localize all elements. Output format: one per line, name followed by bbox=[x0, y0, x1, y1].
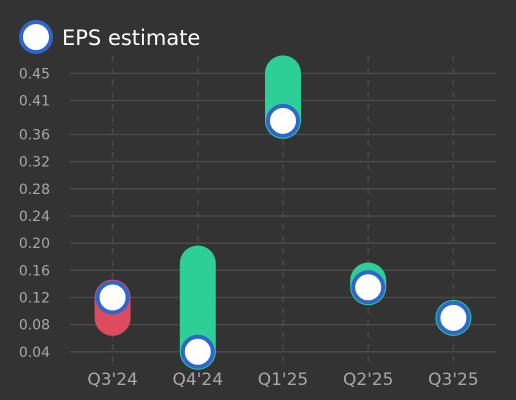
x-axis-ticks: Q3'24 Q4'24 Q1'25 Q2'25 Q3'25 bbox=[87, 370, 478, 390]
estimate-points bbox=[95, 103, 471, 369]
y-tick-label: 0.24 bbox=[19, 209, 50, 225]
y-tick-label: 0.36 bbox=[19, 127, 50, 143]
estimate-point bbox=[95, 280, 130, 315]
legend-label-estimate: EPS estimate bbox=[62, 26, 200, 50]
estimate-point bbox=[180, 334, 215, 369]
y-tick-label: 0.45 bbox=[19, 66, 50, 82]
x-tick-label: Q1'25 bbox=[258, 370, 309, 390]
y-tick-label: 0.20 bbox=[19, 236, 50, 252]
x-tick-label: Q3'24 bbox=[87, 370, 138, 390]
x-tick-label: Q3'25 bbox=[428, 370, 479, 390]
y-tick-label: 0.12 bbox=[19, 290, 50, 306]
y-tick-label: 0.04 bbox=[19, 345, 50, 361]
estimate-point bbox=[436, 300, 471, 335]
y-tick-label: 0.41 bbox=[19, 93, 50, 109]
y-axis-ticks: 0.04 0.08 0.12 0.16 0.20 0.24 0.28 0.32 0.36 0.41… bbox=[19, 66, 50, 360]
x-tick-label: Q4'24 bbox=[173, 370, 224, 390]
legend: EPS estimate bbox=[19, 20, 200, 54]
estimate-point bbox=[351, 270, 386, 305]
y-tick-label: 0.08 bbox=[19, 318, 50, 334]
estimate-point bbox=[266, 103, 300, 138]
y-tick-label: 0.16 bbox=[19, 263, 50, 279]
y-tick-label: 0.32 bbox=[19, 155, 50, 171]
legend-marker-estimate bbox=[19, 20, 53, 54]
y-tick-label: 0.28 bbox=[19, 182, 50, 198]
x-tick-label: Q2'25 bbox=[343, 370, 394, 390]
